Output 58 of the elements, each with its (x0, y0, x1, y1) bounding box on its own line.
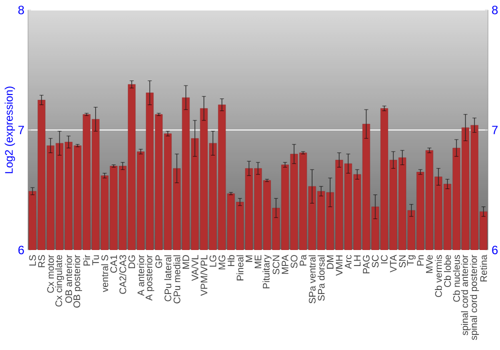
x-tick-label: Pineal (236, 255, 244, 280)
x-tick-label: Cb lobe (444, 255, 451, 287)
x-tick-label: spinal cord anterior (461, 254, 470, 336)
x-tick-label: LG (210, 255, 216, 267)
x-tick-label: Pa (300, 254, 306, 266)
x-tick-label: SO (290, 255, 298, 268)
y-axis-title: Log2 (expression) (4, 86, 15, 174)
x-tick-label: MVe (426, 255, 433, 273)
x-tick-label: SCN (272, 255, 280, 274)
x-tick-label: spinal cord posterior (470, 254, 479, 340)
y-tick-label: 6 (18, 246, 24, 254)
x-tick-label: DG (128, 255, 136, 268)
x-tick-label: Cx motor (47, 254, 54, 293)
x-tick-label: ventral S (101, 255, 108, 292)
x-tick-label: OB anterior (65, 254, 72, 303)
x-tick-label: A anterior (137, 254, 144, 296)
x-tick-label: VTA (390, 254, 397, 272)
x-tick-label: ME (254, 255, 262, 268)
x-tick-label: Tu (92, 255, 99, 266)
x-tick-label: MPA (282, 254, 288, 274)
x-tick-label: Pn (417, 255, 424, 266)
x-tick-label: SPa ventral (308, 255, 316, 304)
x-tick-label: M (246, 255, 252, 262)
x-tick-label: CPu lateral (164, 255, 172, 302)
x-tick-label: Tg (407, 255, 416, 266)
x-tick-label: PAG (362, 255, 370, 274)
x-tick-label: MD (182, 255, 190, 269)
x-tick-label: GP (155, 255, 162, 268)
x-tick-label: CA1 (110, 255, 118, 273)
x-tick-label: Cb nucleus (452, 255, 460, 302)
x-tick-label: A posterior (145, 254, 154, 301)
x-tick-label: LS (29, 255, 36, 266)
x-tick-label: Hb (227, 255, 234, 266)
x-tick-label: OB posterior (73, 254, 82, 308)
x-tick-label: VMH (336, 255, 342, 276)
x-tick-label: VPM/VPL (200, 255, 208, 296)
x-tick-label: RS (38, 255, 45, 268)
x-tick-label: MG (218, 255, 226, 270)
x-tick-label: DM (326, 255, 334, 269)
x-tick-label: IC (380, 255, 388, 264)
x-tick-label: Arc (344, 254, 352, 269)
y2-tick-label: 8 (492, 6, 498, 14)
x-tick-label: SN (398, 255, 406, 268)
x-tick-label: SPa dorsal (318, 255, 325, 301)
y2-tick-label: 7 (492, 126, 498, 134)
y-tick-label: 7 (18, 126, 24, 134)
x-tick-label: CA2/CA3 (119, 255, 126, 294)
x-tick-label: Pir (83, 254, 90, 266)
x-tick-label: LH (354, 255, 360, 266)
x-tick-label: VA/VL (191, 255, 198, 281)
x-tick-label: Cb vermis (434, 255, 442, 297)
y-tick-label: 8 (18, 6, 24, 14)
x-tick-label: Pituitary (262, 254, 272, 288)
x-tick-label: Retina (480, 254, 487, 282)
y2-tick-label: 6 (492, 246, 498, 254)
x-tick-label: SC (372, 255, 379, 268)
x-tick-label: CPu medial (173, 255, 180, 304)
x-tick-label: Cx cingulate (55, 255, 64, 306)
